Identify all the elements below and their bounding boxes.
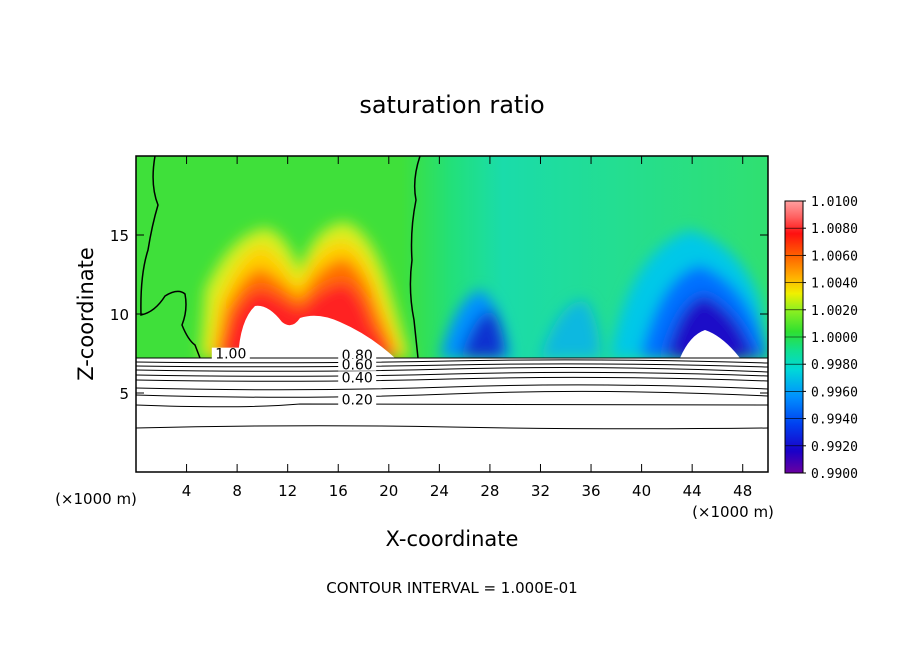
x-tick-label: 36 (581, 482, 600, 500)
x-tick-label: 8 (232, 482, 242, 500)
contour-label: 1.00 (215, 347, 246, 363)
x-tick-label: 40 (632, 482, 651, 500)
y-tick-label: 10 (110, 306, 129, 324)
y-tick-label: 5 (119, 385, 129, 403)
contour-label: 0.40 (342, 370, 373, 386)
x-tick-label: 48 (733, 482, 752, 500)
x-tick-label: 4 (182, 482, 192, 500)
x-tick-label: 32 (531, 482, 550, 500)
colorbar-label: 1.0020 (811, 304, 858, 319)
colorbar-label: 0.9940 (811, 413, 858, 428)
colorbar-label: 1.0100 (811, 195, 858, 210)
colorbar-label: 1.0000 (811, 331, 858, 346)
colorbar-label: 1.0060 (811, 249, 858, 264)
colorbar-label: 1.0080 (811, 222, 858, 237)
x-tick-label: 28 (480, 482, 499, 500)
colorbar: 0.9900 0.9920 0.9940 0.9960 0.9980 1.0000 1.00… (784, 195, 858, 482)
x-axis-label: X-coordinate (386, 527, 519, 551)
colorbar-label: 0.9900 (811, 467, 858, 482)
contour-lines (136, 357, 768, 430)
colorbar-label: 0.9960 (811, 385, 858, 400)
x-tick-label: 24 (430, 482, 449, 500)
chart-title: saturation ratio (359, 91, 544, 119)
contour-label: 0.60 (342, 358, 373, 374)
x-tick-label: 20 (379, 482, 398, 500)
colorbar-label: 0.9980 (811, 358, 858, 373)
contour-label: 0.20 (342, 392, 373, 408)
colorbar-label: 0.9920 (811, 440, 858, 455)
colorbar-label: 1.0040 (811, 277, 858, 292)
y-axis-label: Z-coordinate (74, 247, 98, 381)
saturation-field (136, 156, 768, 472)
x-tick-label: 12 (278, 482, 297, 500)
x-tick-label: 16 (329, 482, 348, 500)
footer-contour-interval: CONTOUR INTERVAL = 1.000E-01 (326, 579, 577, 597)
x-unit-right: (×1000 m) (692, 503, 774, 521)
y-tick-label: 15 (110, 227, 129, 245)
x-unit-left: (×1000 m) (55, 490, 137, 508)
x-tick-label: 44 (683, 482, 702, 500)
